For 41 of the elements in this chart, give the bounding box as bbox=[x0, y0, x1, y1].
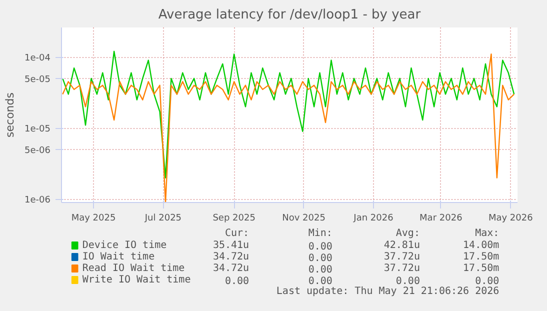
x-tick-label: Sep 2025 bbox=[212, 214, 256, 224]
y-tick-label: 1e-06 bbox=[24, 196, 51, 206]
y-tick-label: 5e-05 bbox=[24, 74, 51, 85]
text: 17.50m bbox=[463, 252, 500, 262]
text: Cur: bbox=[224, 228, 250, 239]
y-tick-label: 1e-04 bbox=[24, 54, 51, 64]
x-tick-label: May 2025 bbox=[71, 214, 116, 224]
text: 42.81u bbox=[384, 240, 420, 251]
y-axis-title: seconds bbox=[4, 92, 17, 138]
text: Last update: Thu May 21 21:06:26 2026 bbox=[276, 286, 500, 297]
text: Max: bbox=[475, 228, 500, 239]
legend-label: IO Wait time bbox=[82, 252, 155, 262]
line-series bbox=[62, 50, 515, 178]
text: 14.00m bbox=[463, 240, 500, 251]
text: 34.72u bbox=[212, 263, 250, 274]
text: 35.41u bbox=[212, 240, 250, 251]
text: 17.50m bbox=[463, 263, 500, 274]
x-tick-label: May 2026 bbox=[488, 214, 534, 224]
x-tick-label: Mar 2026 bbox=[420, 214, 463, 224]
text: 0.00 bbox=[308, 253, 332, 264]
text: 0.00 bbox=[308, 276, 332, 287]
chart-title: Average latency for /dev/loop1 - by year bbox=[158, 8, 422, 22]
text: 0.00 bbox=[308, 242, 332, 252]
x-tick-label: Nov 2025 bbox=[282, 214, 326, 224]
x-tick-label: Jul 2025 bbox=[144, 214, 182, 224]
legend-label: Read IO Wait time bbox=[82, 263, 185, 274]
text: Avg: bbox=[396, 228, 420, 239]
line-series bbox=[62, 53, 515, 202]
text: Min: bbox=[308, 228, 332, 239]
x-tick-label: Jan 2026 bbox=[352, 214, 394, 224]
text: 0.00 bbox=[475, 276, 500, 287]
legend-label: Device IO time bbox=[82, 240, 167, 251]
y-tick-label: 1e-05 bbox=[24, 124, 51, 135]
text: 37.72u bbox=[384, 252, 420, 262]
text: 37.72u bbox=[384, 263, 420, 274]
text: 0.00 bbox=[224, 276, 250, 287]
text: 34.72u bbox=[212, 252, 250, 262]
text: 0.00 bbox=[308, 264, 332, 276]
text: 0.00 bbox=[396, 276, 420, 287]
y-tick-label: 5e-06 bbox=[24, 146, 51, 156]
legend-label: Write IO Wait time bbox=[82, 274, 191, 286]
